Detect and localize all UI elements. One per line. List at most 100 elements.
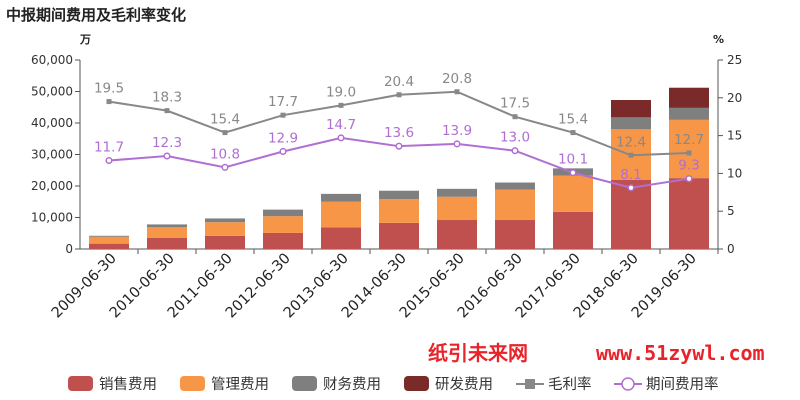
legend-swatch	[404, 376, 429, 391]
bar-segment-4	[611, 100, 651, 118]
series-data-label-1: 12.7	[674, 132, 704, 148]
bar-segment-1	[147, 237, 187, 249]
series-point-2	[163, 152, 171, 160]
left-tick-label: 40,000	[31, 116, 73, 130]
legend-label: 期间费用率	[646, 376, 719, 393]
right-tick-label: 5	[727, 204, 735, 218]
legend-label: 研发费用	[435, 376, 493, 393]
series-point-1	[686, 150, 692, 156]
bar-segment-2	[437, 196, 477, 221]
left-tick-label: 0	[65, 242, 73, 256]
right-tick-label: 10	[727, 166, 742, 180]
right-tick-label: 0	[727, 242, 735, 256]
series-point-2	[453, 140, 461, 148]
series-point-2	[395, 142, 403, 150]
legend-label: 毛利率	[548, 376, 592, 393]
bar-segment-3	[263, 209, 303, 217]
legend-marker-square	[525, 379, 535, 389]
right-tick-label: 25	[727, 53, 742, 67]
series-data-label-2: 13.0	[500, 130, 530, 146]
series-point-1	[280, 112, 286, 118]
series-point-2	[279, 147, 287, 156]
series-point-2	[511, 147, 519, 155]
series-data-label-1: 18.3	[152, 90, 182, 106]
bar-segment-3	[147, 224, 187, 228]
series-data-label-2: 10.8	[210, 146, 240, 162]
bar-segment-2	[147, 227, 187, 238]
bar-segment-1	[321, 227, 361, 249]
bar-segment-2	[379, 199, 419, 223]
bar-segment-1	[205, 235, 245, 249]
right-tick-label: 15	[727, 129, 742, 143]
series-data-label-2: 12.3	[152, 135, 182, 151]
series-data-label-2: 12.9	[268, 130, 298, 146]
bar-segment-2	[89, 236, 129, 244]
series-point-1	[628, 152, 634, 158]
series-point-1	[454, 89, 460, 95]
series-data-label-2: 13.9	[442, 123, 472, 139]
bar-segment-1	[263, 232, 303, 249]
series-point-1	[396, 92, 402, 98]
plot-area: 0 10,000 20,000 30,000 40,000 50,000 60,000 0 5 1…	[31, 53, 742, 321]
legend: 销售费用 管理费用 财务费用 研发费用 毛利率 期间费用率	[68, 376, 719, 393]
series-point-2	[627, 184, 635, 192]
bar-segment-3	[379, 190, 419, 200]
series-point-1	[222, 130, 228, 136]
legend-swatch	[180, 376, 205, 391]
series-data-label-1: 12.4	[616, 134, 646, 150]
series-point-2	[105, 156, 113, 165]
series-data-label-2: 13.6	[384, 125, 414, 141]
bar-segment-1	[437, 220, 477, 249]
series-data-label-1: 15.4	[558, 112, 588, 128]
series-data-label-1: 15.4	[210, 112, 240, 128]
bar-segment-2	[553, 175, 593, 212]
bar-segment-2	[669, 119, 709, 179]
bar-segment-3	[89, 235, 129, 237]
bar-segment-3	[495, 182, 535, 190]
bar-segment-2	[263, 216, 303, 233]
series-data-label-1: 20.8	[442, 71, 472, 87]
bar-segment-3	[205, 218, 245, 223]
left-tick-label: 20,000	[31, 179, 73, 193]
bar-segment-3	[321, 193, 361, 202]
chart-title: 中报期间费用及毛利率变化	[6, 6, 186, 24]
legend-label: 财务费用	[323, 376, 381, 393]
series-point-1	[164, 108, 170, 114]
left-axis-unit: 万	[79, 33, 91, 46]
legend-label: 销售费用	[99, 376, 157, 393]
legend-swatch	[292, 376, 317, 391]
watermark-url: www.51zywl.com	[596, 341, 765, 365]
right-tick-label: 20	[727, 91, 742, 105]
bar-segment-1	[553, 211, 593, 249]
bar-segment-1	[495, 220, 535, 249]
series-point-1	[570, 130, 576, 136]
left-tick-label: 50,000	[31, 85, 73, 99]
bar-segment-3	[669, 107, 709, 120]
series-data-label-1: 19.0	[326, 84, 356, 100]
left-tick-label: 30,000	[31, 148, 73, 162]
bar-segment-1	[89, 243, 129, 249]
legend-marker-circle	[621, 377, 635, 391]
left-tick-label: 60,000	[31, 53, 73, 67]
series-point-2	[685, 175, 693, 183]
series-point-1	[338, 102, 344, 108]
right-axis-unit: %	[713, 33, 724, 46]
series-data-label-2: 8.1	[620, 167, 641, 183]
watermark-chinese: 纸引未来网	[428, 341, 528, 365]
legend-label: 管理费用	[211, 376, 269, 393]
series-data-label-2: 9.3	[678, 158, 699, 174]
series-point-2	[569, 169, 577, 177]
series-data-label-1: 17.7	[268, 94, 298, 110]
series-data-label-2: 10.1	[558, 152, 588, 168]
bar-segment-1	[379, 222, 419, 249]
series-data-label-1: 17.5	[500, 96, 530, 112]
bar-segment-3	[611, 117, 651, 130]
legend-swatch	[68, 376, 93, 391]
series-data-label-2: 11.7	[94, 140, 124, 156]
series-data-label-2: 14.7	[326, 117, 356, 133]
series-point-2	[221, 163, 229, 171]
bar-segment-1	[669, 178, 709, 249]
series-point-1	[106, 99, 112, 105]
